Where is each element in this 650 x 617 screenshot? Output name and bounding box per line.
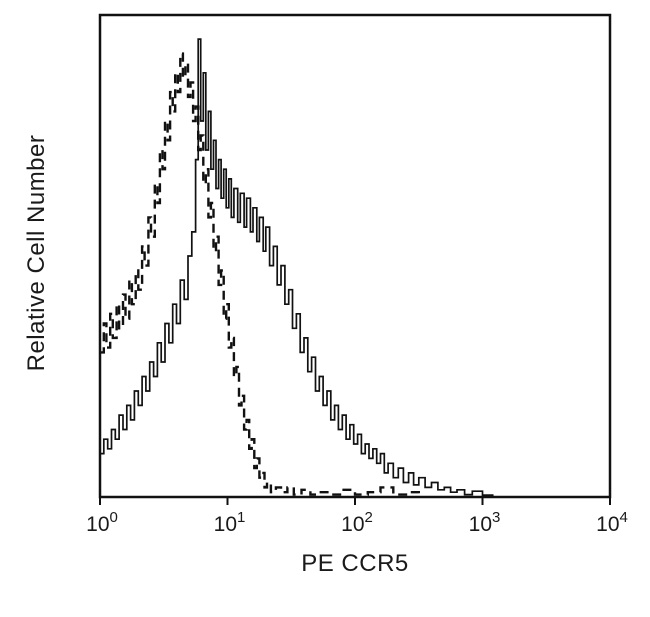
x-axis-ticks: 100 101 102 103 104 xyxy=(86,497,628,536)
series-layer xyxy=(100,38,494,497)
series-isotype-control xyxy=(100,52,420,497)
plot-frame xyxy=(98,13,612,499)
x-tick-label-1: 101 xyxy=(214,509,246,536)
x-axis-title: PE CCR5 xyxy=(301,550,409,577)
x-tick-label-0: 100 xyxy=(86,509,118,536)
x-tick-label-2: 102 xyxy=(341,509,373,536)
x-tick-label-4: 104 xyxy=(596,509,628,536)
series-ccr5-pe-stained xyxy=(100,38,494,497)
y-axis-title: Relative Cell Number xyxy=(23,134,50,372)
x-tick-label-3: 103 xyxy=(469,509,501,536)
